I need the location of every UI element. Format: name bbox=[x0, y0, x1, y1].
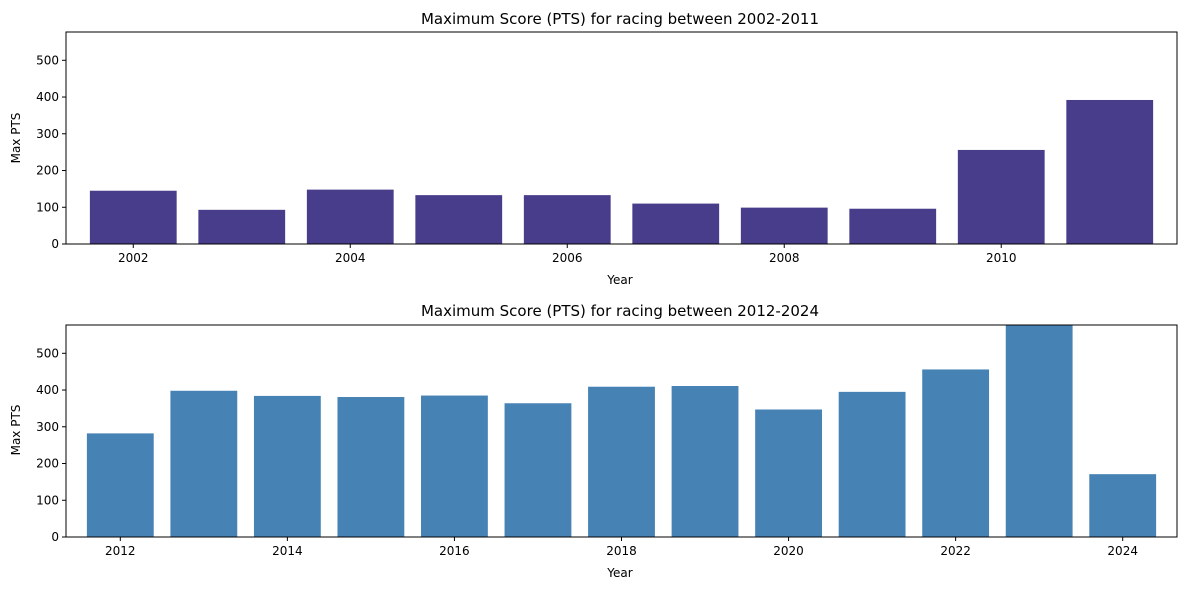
x-tick-label: 2010 bbox=[986, 251, 1017, 265]
x-tick-label: 2014 bbox=[272, 544, 303, 558]
bar-2016 bbox=[421, 395, 488, 537]
y-tick-label: 500 bbox=[36, 346, 59, 360]
y-tick-label: 0 bbox=[51, 530, 59, 544]
y-tick-label: 400 bbox=[36, 90, 59, 104]
bars bbox=[89, 99, 1154, 245]
bar-2010 bbox=[957, 149, 1045, 244]
bar-2008 bbox=[740, 207, 828, 244]
bar-2019 bbox=[671, 385, 739, 537]
x-tick-label: 2008 bbox=[769, 251, 800, 265]
bar-2002 bbox=[89, 190, 177, 244]
bar-2021 bbox=[838, 391, 906, 537]
bar-2014 bbox=[253, 395, 321, 537]
y-ticks: 0 100 200 300 400 500 bbox=[36, 53, 66, 251]
x-axis-label: Year bbox=[606, 273, 632, 287]
x-tick-label: 2020 bbox=[773, 544, 804, 558]
x-tick-label: 2022 bbox=[940, 544, 971, 558]
subplot-2002-2011: Maximum Score (PTS) for racing between 2… bbox=[9, 10, 1178, 287]
bar-2004 bbox=[306, 189, 394, 244]
bar-2017 bbox=[504, 403, 572, 537]
bar-2018 bbox=[588, 386, 655, 537]
y-ticks: 0 100 200 300 400 500 bbox=[36, 346, 66, 544]
chart-title: Maximum Score (PTS) for racing between 2… bbox=[421, 10, 819, 28]
y-tick-label: 400 bbox=[36, 383, 59, 397]
x-tick-label: 2024 bbox=[1107, 544, 1138, 558]
y-tick-label: 0 bbox=[51, 237, 59, 251]
bar-2009 bbox=[849, 208, 937, 244]
bar-2007 bbox=[632, 203, 720, 244]
y-axis-label: Max PTS bbox=[9, 113, 23, 164]
bar-2024 bbox=[1089, 474, 1157, 537]
bar-2022 bbox=[922, 369, 990, 537]
chart-title: Maximum Score (PTS) for racing between 2… bbox=[421, 302, 819, 320]
axes-frame bbox=[65, 324, 1178, 538]
bar-2005 bbox=[415, 195, 503, 244]
x-axis-label: Year bbox=[606, 566, 632, 580]
bar-2012 bbox=[86, 433, 154, 537]
bar-2003 bbox=[198, 209, 286, 244]
bar-2015 bbox=[337, 397, 405, 537]
bar-2023 bbox=[1005, 325, 1073, 537]
x-ticks: 2002 2004 2006 2008 2010 bbox=[118, 244, 1017, 265]
y-tick-label: 100 bbox=[36, 200, 59, 214]
y-axis-label: Max PTS bbox=[9, 405, 23, 456]
axes-frame bbox=[65, 31, 1178, 245]
y-tick-label: 300 bbox=[36, 420, 59, 434]
bar-2011 bbox=[1066, 99, 1154, 245]
bars bbox=[86, 325, 1157, 537]
subplot-2012-2024: Maximum Score (PTS) for racing between 2… bbox=[9, 302, 1178, 580]
y-tick-label: 200 bbox=[36, 457, 59, 471]
x-tick-label: 2006 bbox=[552, 251, 583, 265]
x-tick-label: 2016 bbox=[439, 544, 470, 558]
x-tick-label: 2004 bbox=[335, 251, 366, 265]
y-tick-label: 100 bbox=[36, 493, 59, 507]
bar-2013 bbox=[170, 390, 238, 537]
y-tick-label: 300 bbox=[36, 127, 59, 141]
y-tick-label: 500 bbox=[36, 53, 59, 67]
bar-2006 bbox=[523, 195, 611, 244]
x-tick-label: 2002 bbox=[118, 251, 149, 265]
y-tick-label: 200 bbox=[36, 164, 59, 178]
bar-2020 bbox=[755, 409, 822, 537]
x-ticks: 2012 2014 2016 2018 2020 2022 2024 bbox=[105, 537, 1138, 558]
x-tick-label: 2012 bbox=[105, 544, 136, 558]
x-tick-label: 2018 bbox=[606, 544, 637, 558]
